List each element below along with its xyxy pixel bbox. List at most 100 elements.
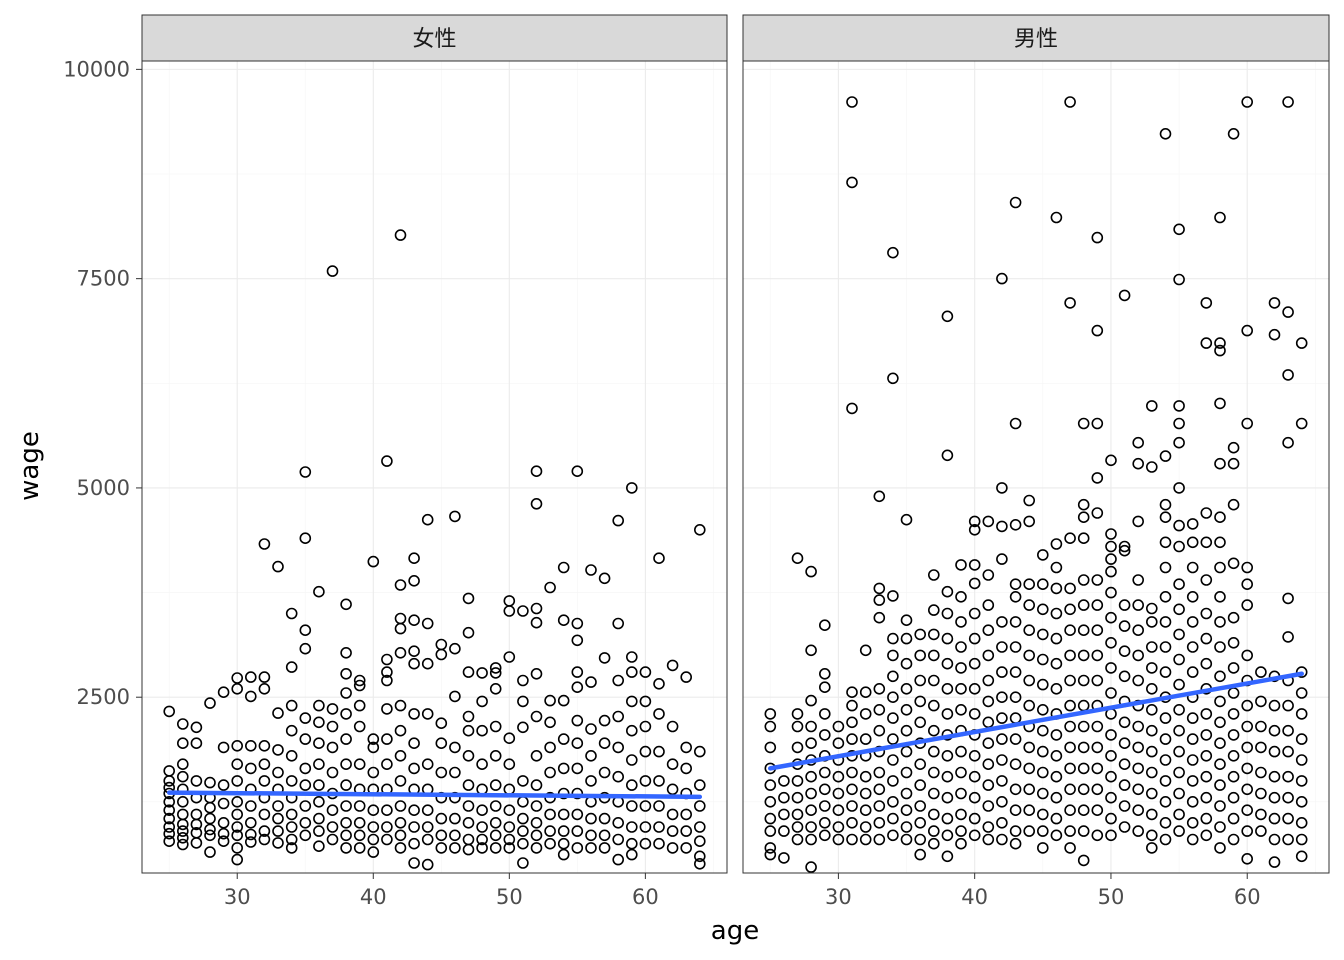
data-point bbox=[805, 821, 817, 833]
data-point bbox=[340, 646, 352, 659]
data-point bbox=[1105, 540, 1117, 553]
data-point bbox=[299, 642, 312, 655]
data-point bbox=[340, 800, 352, 812]
data-point bbox=[805, 833, 817, 846]
data-point bbox=[927, 569, 940, 581]
data-point bbox=[1214, 397, 1226, 410]
data-point bbox=[449, 812, 461, 825]
data-point bbox=[1105, 586, 1117, 599]
data-point bbox=[996, 795, 1008, 808]
data-point bbox=[873, 833, 886, 846]
data-point bbox=[449, 842, 461, 854]
data-point bbox=[231, 682, 243, 695]
data-point bbox=[598, 842, 611, 854]
data-point bbox=[1037, 678, 1049, 691]
data-point bbox=[1173, 540, 1185, 553]
data-point bbox=[873, 766, 886, 779]
data-point bbox=[1050, 561, 1063, 574]
data-point bbox=[873, 682, 886, 695]
data-point bbox=[1255, 766, 1267, 779]
data-point bbox=[1009, 590, 1022, 603]
data-point bbox=[598, 766, 611, 779]
data-point bbox=[367, 821, 380, 833]
data-point bbox=[625, 695, 638, 708]
data-point bbox=[503, 605, 516, 617]
data-point bbox=[530, 710, 543, 723]
data-point bbox=[996, 712, 1008, 724]
data-point bbox=[791, 833, 804, 846]
data-point bbox=[1227, 749, 1240, 762]
data-point bbox=[381, 455, 393, 467]
x-tick-label: 50 bbox=[496, 885, 523, 909]
data-point bbox=[1146, 602, 1158, 615]
data-point bbox=[394, 749, 407, 762]
data-point bbox=[1241, 96, 1253, 108]
data-point bbox=[245, 816, 257, 829]
data-point bbox=[598, 812, 611, 825]
data-point bbox=[1091, 231, 1104, 244]
data-point bbox=[313, 716, 325, 729]
data-point bbox=[1159, 666, 1172, 678]
data-point bbox=[394, 646, 407, 659]
data-point bbox=[625, 724, 638, 737]
data-point bbox=[1295, 833, 1308, 846]
data-point bbox=[791, 791, 804, 804]
data-point bbox=[231, 775, 243, 787]
data-point bbox=[408, 804, 420, 817]
data-point bbox=[1105, 812, 1117, 825]
data-point bbox=[1214, 536, 1226, 549]
data-point bbox=[693, 523, 706, 536]
data-point bbox=[1282, 306, 1294, 318]
data-point bbox=[1105, 553, 1117, 565]
data-point bbox=[1037, 842, 1049, 854]
data-point bbox=[557, 694, 570, 707]
data-point bbox=[1091, 417, 1104, 430]
data-point bbox=[1214, 561, 1226, 574]
facet-panel-1: 女性 30 40 50 60 2500 5000 7500 10000 bbox=[63, 14, 728, 909]
data-point bbox=[394, 829, 407, 842]
data-point bbox=[353, 699, 366, 712]
data-point bbox=[204, 829, 216, 842]
data-point bbox=[1200, 657, 1213, 670]
data-point bbox=[272, 707, 284, 719]
data-point bbox=[1105, 565, 1117, 578]
data-point bbox=[1214, 821, 1226, 833]
data-point bbox=[1132, 574, 1144, 586]
data-point bbox=[1159, 616, 1172, 628]
data-point bbox=[530, 800, 543, 812]
data-point bbox=[258, 671, 271, 683]
data-point bbox=[805, 644, 817, 657]
data-point bbox=[1146, 766, 1158, 779]
data-point bbox=[1186, 733, 1199, 745]
data-point bbox=[846, 716, 858, 729]
data-point bbox=[1064, 297, 1076, 309]
data-point bbox=[832, 833, 845, 846]
data-point bbox=[435, 766, 448, 779]
data-point bbox=[272, 766, 284, 779]
data-point bbox=[598, 737, 611, 750]
data-point bbox=[204, 801, 216, 814]
data-point bbox=[778, 852, 790, 864]
data-point bbox=[1077, 854, 1090, 867]
data-point bbox=[873, 582, 886, 595]
data-point bbox=[1295, 417, 1308, 430]
data-point bbox=[435, 812, 448, 825]
data-point bbox=[326, 265, 339, 277]
data-point bbox=[653, 821, 665, 833]
data-point bbox=[1214, 842, 1226, 854]
data-point bbox=[1023, 494, 1035, 507]
data-point bbox=[299, 829, 312, 842]
data-point bbox=[530, 829, 543, 842]
data-point bbox=[1173, 578, 1185, 591]
data-point bbox=[313, 840, 325, 853]
data-point bbox=[1200, 337, 1213, 349]
data-point bbox=[462, 749, 475, 762]
data-point bbox=[489, 682, 502, 695]
data-point bbox=[272, 812, 284, 825]
data-point bbox=[1268, 791, 1281, 804]
data-point bbox=[1023, 804, 1035, 817]
data-point bbox=[1241, 825, 1253, 837]
data-point bbox=[996, 691, 1008, 704]
data-point bbox=[666, 659, 679, 672]
